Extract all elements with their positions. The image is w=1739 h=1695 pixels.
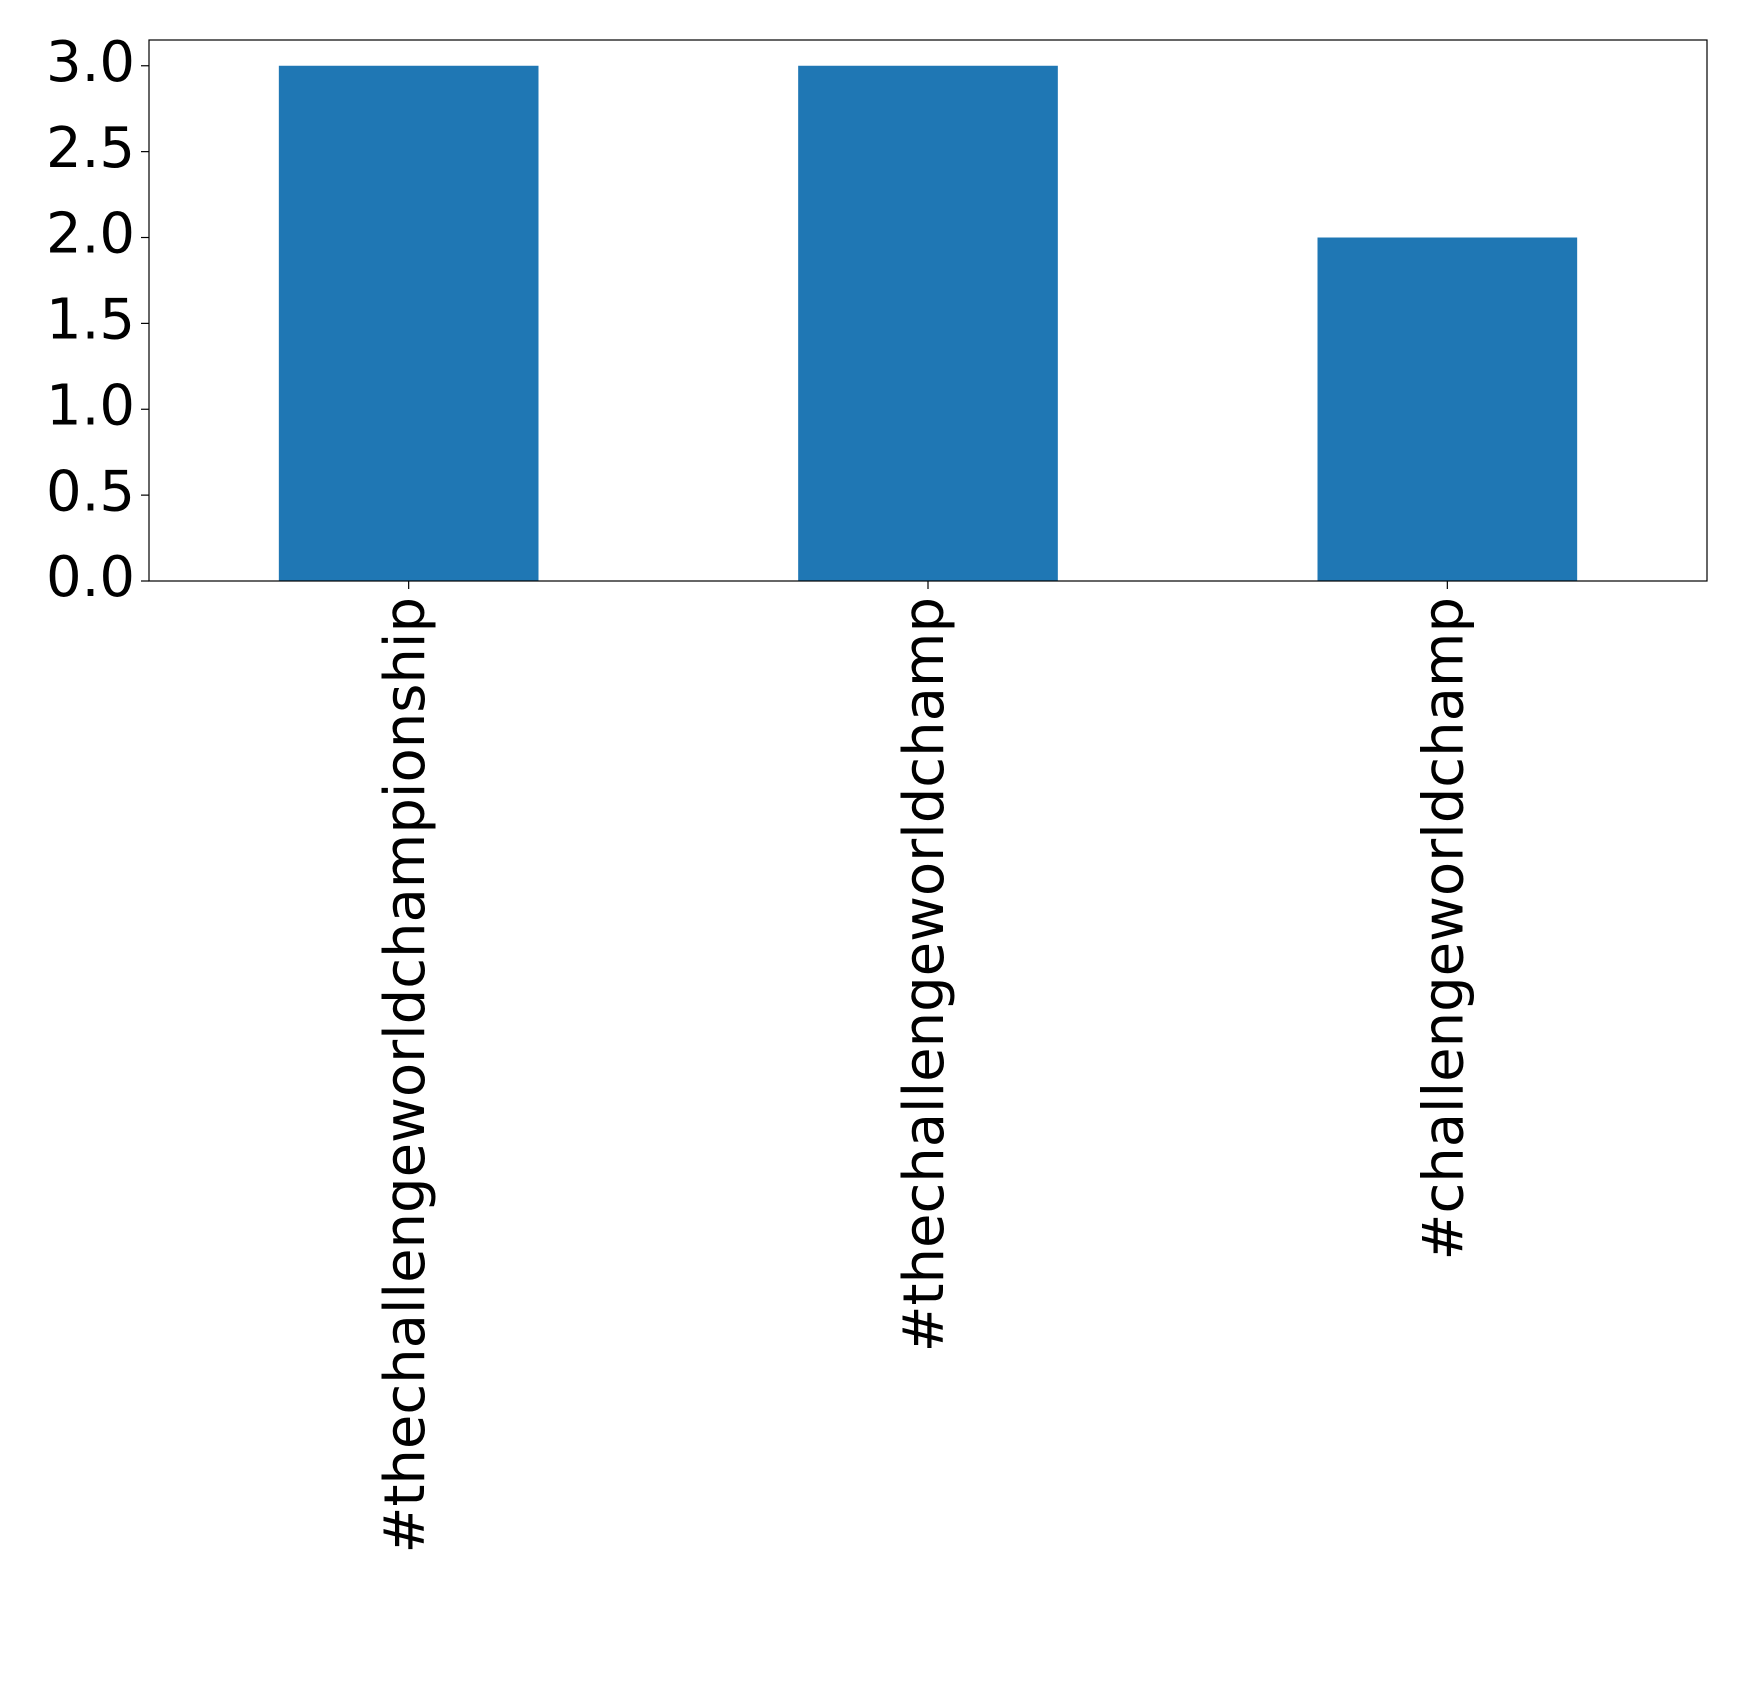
x-tick-label: #thechallengeworldchamp: [892, 597, 957, 1352]
bar: [798, 65, 1058, 581]
y-tick-label: 0.0: [46, 545, 135, 610]
y-tick-label: 0.5: [46, 459, 135, 524]
plot-frame: [148, 39, 1708, 582]
y-tick-label: 2.0: [46, 202, 135, 267]
y-tick-label: 3.0: [46, 30, 135, 95]
bar: [278, 65, 539, 581]
y-tick-label: 2.5: [46, 116, 135, 181]
y-tick-label: 1.0: [46, 373, 135, 438]
x-tick-label: #thechallengeworldchampionship: [373, 597, 438, 1553]
y-tick-label: 1.5: [46, 288, 135, 353]
x-tick-label: #challengeworldchamp: [1411, 597, 1476, 1260]
bar: [1317, 237, 1578, 581]
